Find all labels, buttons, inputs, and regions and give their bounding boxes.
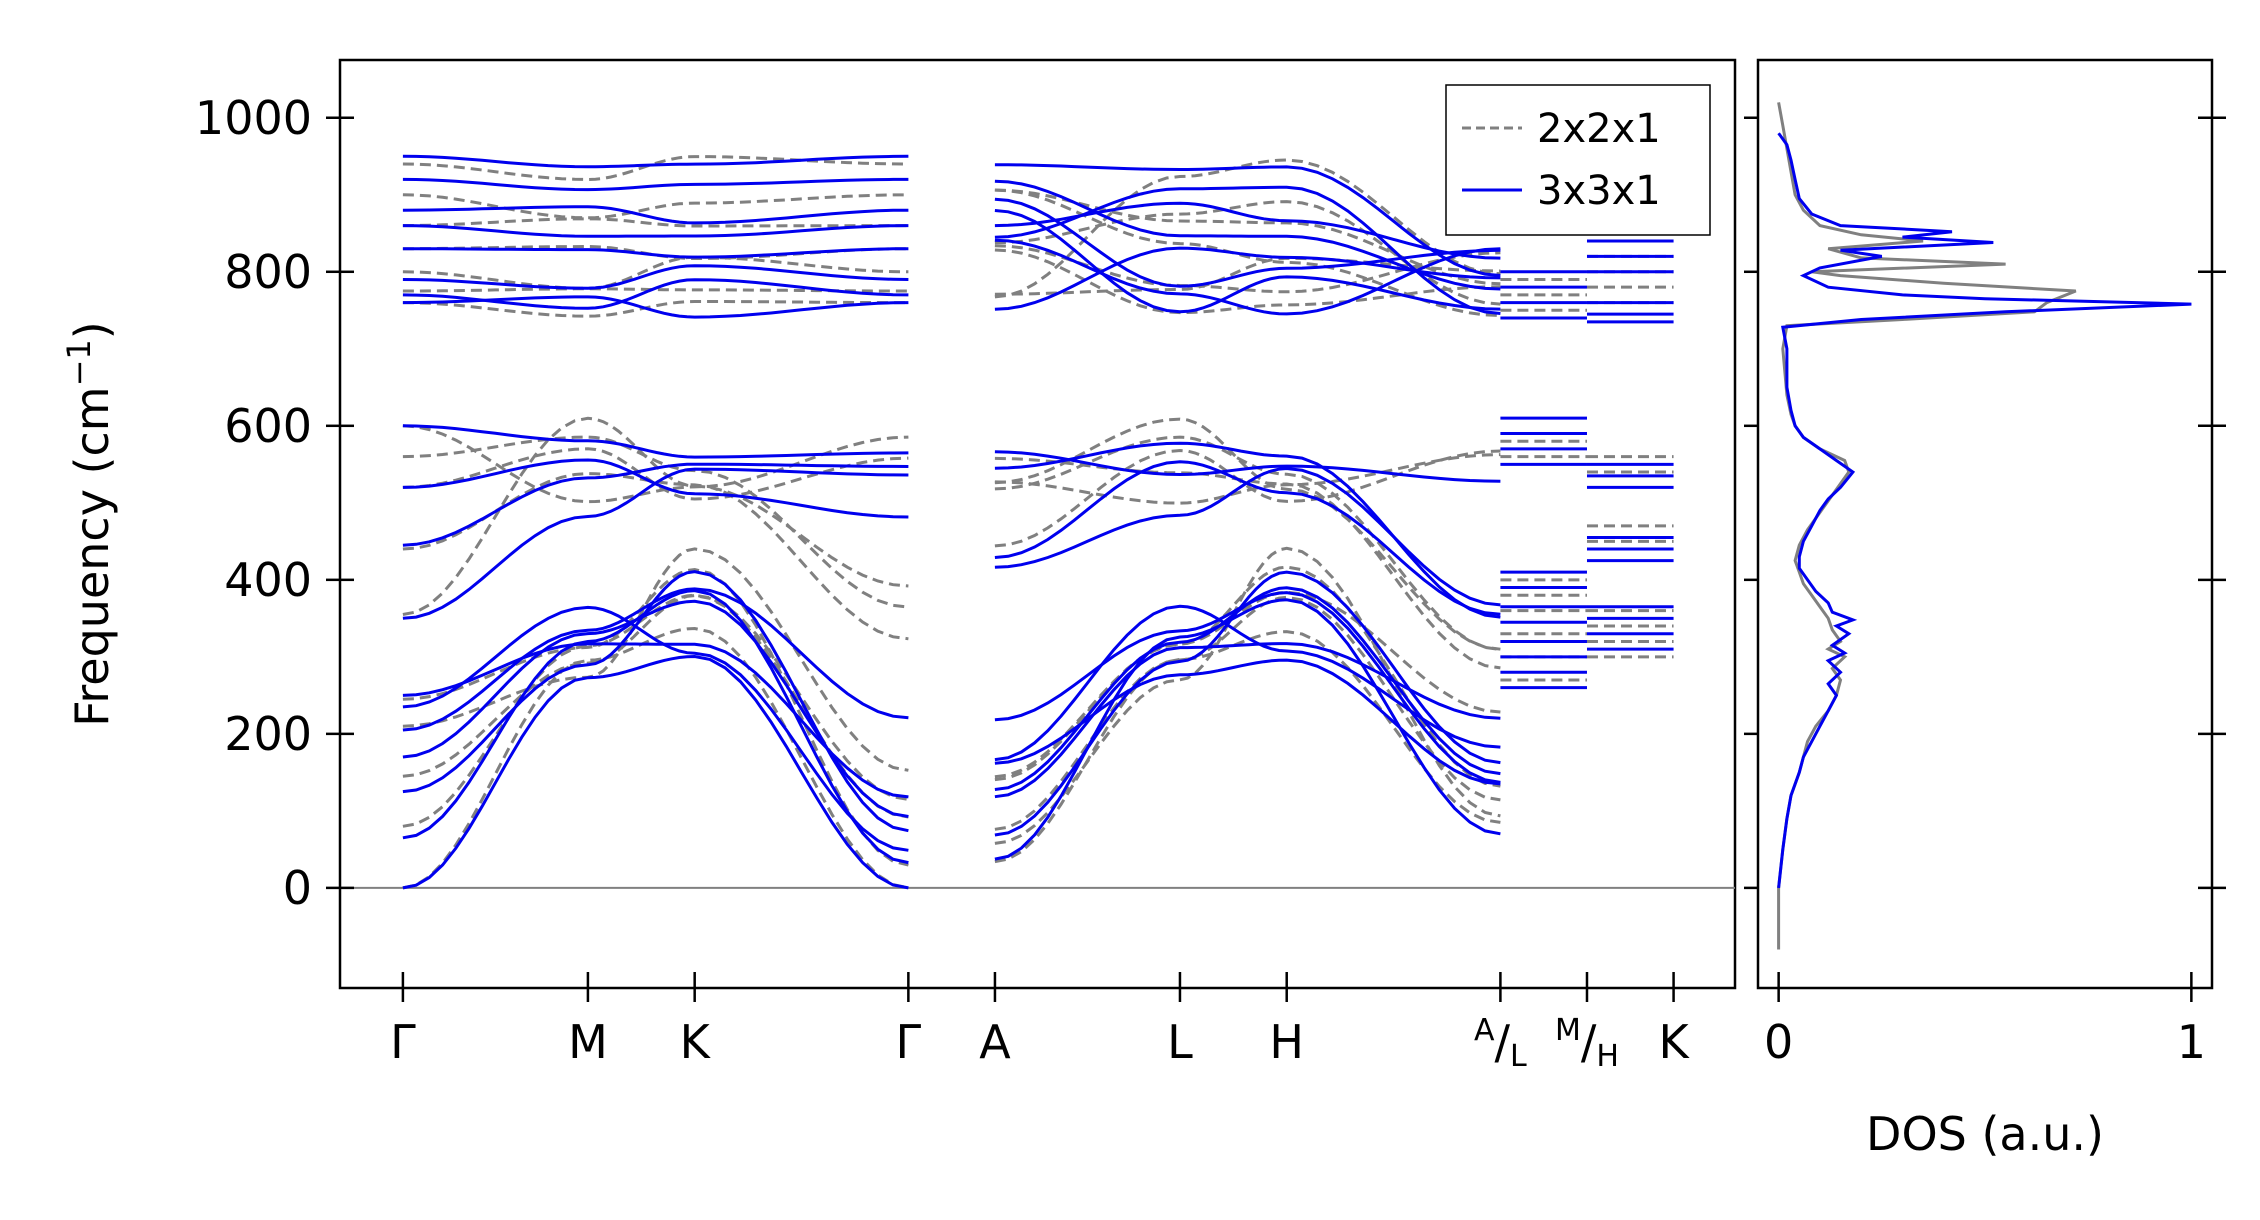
band-line [994, 256, 1501, 296]
x-tick-label-sub: H [1596, 1039, 1619, 1074]
frequency-axis: 0 200 400 600 800 1000 [195, 91, 354, 915]
band-line [402, 193, 909, 220]
band-line [994, 441, 1501, 619]
x-tick-label: Γ [390, 1015, 416, 1069]
band-line [994, 248, 1501, 315]
high-symmetry-axis: Γ M K Γ A L H A/LM/H K [390, 972, 1690, 1074]
band-line [994, 598, 1501, 861]
band-line [994, 630, 1501, 864]
band-line [994, 188, 1501, 286]
x-tick-label-sub: L [1510, 1039, 1527, 1074]
x-tick-label-split: A/L [1474, 1013, 1527, 1074]
y-tick-label: 400 [224, 553, 312, 607]
flat-bands-mh-2x2x1 [1586, 254, 1674, 659]
band-line [402, 424, 909, 504]
x-tick-label: K [680, 1015, 712, 1069]
dos-x-tick-label: 0 [1764, 1015, 1793, 1069]
y-tick-label: 1000 [195, 91, 312, 145]
band-line [994, 163, 1501, 277]
dos-x-tick-label: 1 [2177, 1015, 2206, 1069]
band-line [402, 154, 909, 169]
band-line [402, 224, 909, 238]
band-line [402, 205, 909, 225]
x-tick-label-split: M/H [1555, 1013, 1619, 1074]
legend-frame [1445, 84, 1711, 236]
band-line [402, 642, 909, 799]
phonon-bands [340, 154, 1735, 890]
band-line [402, 155, 909, 182]
band-line [402, 467, 909, 620]
flat-bands-al-3x3x1 [1500, 270, 1587, 690]
legend-label-3x3x1: 3x3x1 [1537, 168, 1661, 214]
x-tick-label-slash: / [1495, 1015, 1511, 1069]
band-line [402, 300, 909, 318]
y-tick-label: 600 [224, 399, 312, 453]
band-plot-frame [338, 58, 1737, 990]
band-line [994, 595, 1501, 831]
band-line [402, 599, 909, 818]
band-line [402, 462, 909, 547]
band-line [402, 458, 909, 519]
dos-curves [1777, 102, 2192, 950]
dos-curve-3x3x1 [1777, 132, 2192, 889]
band-line [402, 547, 909, 772]
band-line [994, 642, 1501, 799]
band-line [402, 605, 909, 852]
band-line [402, 264, 909, 290]
band-line [402, 654, 909, 890]
y-tick-label: 800 [224, 245, 312, 299]
band-line [402, 177, 909, 192]
x-tick-label: Γ [896, 1015, 922, 1069]
legend-label-2x2x1: 2x2x1 [1537, 106, 1661, 152]
band-line [402, 424, 909, 459]
x-tick-label: K [1658, 1015, 1690, 1069]
y-tick-label: 0 [283, 861, 312, 915]
band-line [994, 460, 1501, 616]
band-line [402, 472, 909, 641]
band-line [402, 435, 909, 609]
band-line [994, 604, 1501, 762]
bands-3x3x1 [402, 154, 1501, 890]
dos-plot-frame [1756, 58, 2214, 990]
band-line [402, 247, 909, 259]
dos-axis-label: DOS (a.u.) [1866, 1107, 2104, 1161]
band-line [402, 295, 909, 319]
x-tick-label: H [1269, 1015, 1304, 1069]
flat-bands-al-2x2x1 [1500, 277, 1587, 682]
band-line [994, 209, 1501, 314]
band-line [402, 287, 909, 293]
x-tick-label: A [979, 1015, 1011, 1069]
band-line [402, 278, 909, 310]
band-line [994, 238, 1501, 316]
x-tick-label-slash: / [1581, 1015, 1597, 1069]
x-tick-label: M [568, 1015, 608, 1069]
band-line [994, 565, 1501, 788]
x-tick-label-main: M [1555, 1013, 1581, 1048]
band-line [994, 246, 1501, 311]
band-line [994, 450, 1501, 483]
band-line [402, 217, 909, 228]
band-line [994, 591, 1501, 784]
band-line [994, 200, 1501, 306]
flat-bands-mh-3x3x1 [1586, 239, 1674, 651]
band-line [994, 658, 1501, 786]
band-line [402, 447, 909, 501]
band-line [994, 435, 1501, 652]
legend: 2x2x1 3x3x1 [1445, 84, 1711, 236]
x-tick-label-main: A [1474, 1013, 1495, 1048]
band-line [994, 417, 1501, 651]
band-line [402, 587, 909, 732]
band-line [994, 179, 1501, 291]
band-line [994, 185, 1501, 315]
band-line [402, 255, 909, 290]
band-line [994, 197, 1501, 288]
y-tick-label: 200 [224, 707, 312, 761]
frequency-axis-label: Frequency (cm−1) [60, 321, 119, 726]
x-tick-label: L [1167, 1015, 1193, 1069]
band-line [994, 453, 1501, 505]
